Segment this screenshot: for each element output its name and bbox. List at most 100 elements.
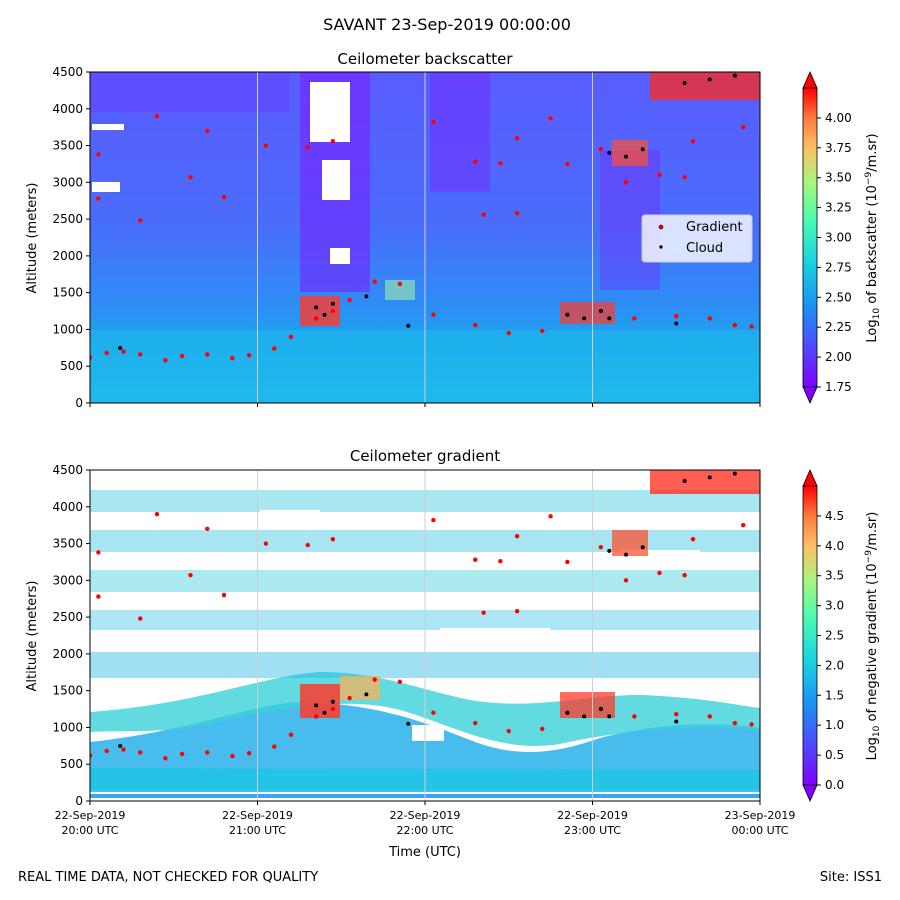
gradient-point xyxy=(372,677,377,682)
gradient-point xyxy=(506,728,511,734)
gradient-point xyxy=(263,541,269,546)
y-tick-label: 2500 xyxy=(52,212,83,226)
gradient-point xyxy=(741,124,746,130)
gradient-gridlines xyxy=(257,470,593,801)
y-tick-label: 1000 xyxy=(52,322,83,336)
y-tick-label: 3500 xyxy=(52,139,83,153)
gradient-point xyxy=(221,592,227,598)
gradient-point xyxy=(732,322,738,328)
x-tick-time: 21:00 UTC xyxy=(229,824,286,837)
cloud-point xyxy=(330,301,335,306)
cloud-point xyxy=(582,316,587,321)
colorbar-tick-label: 2.75 xyxy=(825,260,852,274)
gradient-point xyxy=(96,594,101,599)
x-tick-date: 22-Sep-2019 xyxy=(55,809,126,822)
gradient-point xyxy=(623,578,629,583)
cloud-point xyxy=(640,147,645,152)
cloud-point xyxy=(640,545,645,550)
gradient-point xyxy=(540,328,545,334)
gradient-point xyxy=(749,722,754,727)
gradient-point xyxy=(330,138,336,144)
colorbar-tick-label: 3.5 xyxy=(825,569,844,583)
cloud-point xyxy=(314,305,319,310)
gradient-point xyxy=(188,572,193,578)
backscatter-panel: Ceilometer backscatter xyxy=(25,50,882,410)
backscatter-x-ticks xyxy=(89,403,761,407)
gradient-point xyxy=(104,748,109,754)
gradient-point xyxy=(205,128,210,134)
x-tick-time: 20:00 UTC xyxy=(61,824,118,837)
gradient-point xyxy=(96,152,101,157)
gradient-point xyxy=(138,616,143,621)
legend-gradient-label: Gradient xyxy=(686,220,743,235)
cloud-point xyxy=(674,719,679,724)
gradient-point xyxy=(741,522,746,528)
cloud-point xyxy=(406,721,411,726)
gradient-point xyxy=(623,180,629,185)
gradient-colorbar: 0.0 0.5 1.0 1.5 2.0 2.5 3.0 3.5 4.0 4.5 Log10 of … xyxy=(802,469,882,802)
cloud-point xyxy=(674,321,679,326)
backscatter-colorbar: 1.75 2.00 2.25 2.50 2.75 3.00 3.25 3.50 3.75 4.00… xyxy=(802,71,882,404)
gradient-point xyxy=(514,136,520,141)
gradient-point xyxy=(121,747,126,752)
legend-gradient-marker xyxy=(658,224,664,230)
cloud-point xyxy=(682,81,687,86)
y-tick-label: 4500 xyxy=(52,65,83,79)
y-tick-label: 4000 xyxy=(52,500,83,514)
cloud-point xyxy=(322,710,327,715)
gradient-point xyxy=(674,314,679,319)
y-tick-label: 500 xyxy=(60,359,83,373)
gradient-point xyxy=(154,113,160,119)
gradient-point xyxy=(272,744,277,749)
gradient-point xyxy=(431,312,436,317)
gradient-point xyxy=(288,334,294,339)
y-tick-label: 1500 xyxy=(52,286,83,300)
gradient-panel: Ceilometer gradient xyxy=(25,447,882,860)
y-tick-label: 0 xyxy=(75,396,83,410)
gradient-point xyxy=(230,355,235,361)
cloud-point xyxy=(565,710,570,715)
gradient-point xyxy=(514,609,520,614)
gradient-point xyxy=(163,358,168,363)
y-tick-label: 4500 xyxy=(52,463,83,477)
y-tick-label: 2000 xyxy=(52,647,83,661)
gradient-point xyxy=(121,349,126,354)
gradient-point xyxy=(548,514,553,519)
gradient-cloud-points xyxy=(118,471,737,748)
gradient-point xyxy=(330,706,336,712)
cloud-point xyxy=(732,73,737,78)
colorbar-tick-label: 4.00 xyxy=(825,111,852,125)
y-tick-label: 3000 xyxy=(52,175,83,189)
cloud-point xyxy=(598,309,603,314)
gradient-point xyxy=(138,750,143,755)
y-tick-label: 3000 xyxy=(52,573,83,587)
gradient-ylabel: Altitude (meters) xyxy=(25,581,40,692)
gradient-point xyxy=(657,570,662,576)
gradient-point xyxy=(473,322,478,328)
gradient-point xyxy=(473,159,478,164)
backscatter-colorbar-ticks: 1.75 2.00 2.25 2.50 2.75 3.00 3.25 3.50 3.75 4.00 xyxy=(817,111,852,394)
gradient-point xyxy=(473,720,478,726)
backscatter-y-ticks: 0 500 1000 1500 2000 2500 3000 3500 4000 4500 xyxy=(52,65,90,410)
gradient-point xyxy=(632,714,637,719)
cloud-point xyxy=(707,475,712,480)
gradient-point xyxy=(347,695,352,701)
gradient-point xyxy=(707,714,712,719)
gradient-point xyxy=(96,196,101,201)
legend-cloud-label: Cloud xyxy=(686,241,723,256)
gradient-point xyxy=(498,161,503,166)
colorbar-tick-label: 4.0 xyxy=(825,539,844,553)
colorbar-tick-label: 3.00 xyxy=(825,231,852,245)
cloud-point xyxy=(118,743,123,748)
y-tick-label: 0 xyxy=(75,794,83,808)
gradient-point xyxy=(90,753,93,758)
gradient-point xyxy=(690,536,696,542)
colorbar-tick-label: 2.5 xyxy=(825,629,844,643)
cloud-point xyxy=(607,316,612,321)
colorbar-tick-label: 3.25 xyxy=(825,201,852,215)
gradient-point xyxy=(749,324,754,329)
gradient-gradient-points xyxy=(90,511,754,761)
gradient-point xyxy=(732,720,738,726)
gradient-point xyxy=(565,559,570,565)
